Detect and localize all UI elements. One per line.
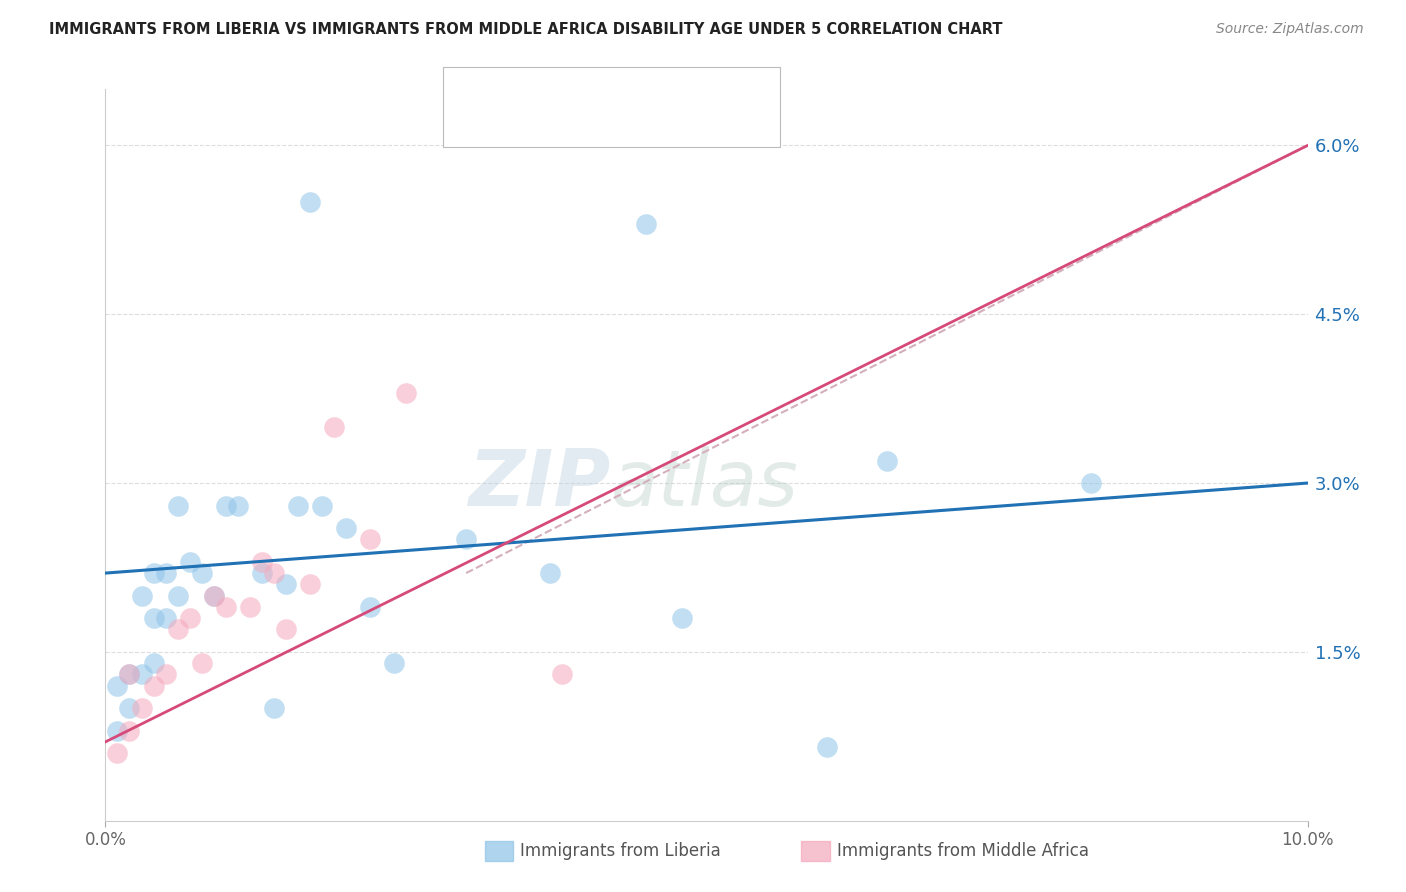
Bar	[801, 841, 830, 861]
Point	[202, 589, 225, 603]
Point	[239, 599, 262, 614]
Text: N =: N =	[591, 112, 630, 129]
Bar	[485, 841, 513, 861]
Text: R =: R =	[491, 77, 530, 95]
Point	[359, 599, 381, 614]
Text: N =: N =	[591, 77, 630, 95]
Point	[107, 723, 129, 738]
Point	[142, 611, 165, 625]
Point	[190, 656, 212, 670]
Text: Immigrants from Middle Africa: Immigrants from Middle Africa	[837, 842, 1088, 860]
Point	[131, 667, 153, 681]
Point	[179, 611, 201, 625]
Point	[179, 555, 201, 569]
Point	[359, 533, 381, 547]
Point	[876, 453, 898, 467]
Point	[155, 611, 177, 625]
Point	[107, 679, 129, 693]
Text: Immigrants from Liberia: Immigrants from Liberia	[520, 842, 721, 860]
Point	[155, 667, 177, 681]
Point	[298, 194, 321, 209]
Point	[142, 566, 165, 580]
Point	[1080, 476, 1102, 491]
Point	[226, 499, 249, 513]
Point	[311, 499, 333, 513]
Point	[166, 623, 188, 637]
Point	[118, 667, 141, 681]
Point	[118, 667, 141, 681]
Text: 34: 34	[628, 77, 654, 95]
Point	[131, 701, 153, 715]
Point	[250, 555, 273, 569]
Point	[142, 656, 165, 670]
Point	[274, 623, 297, 637]
Text: atlas: atlas	[610, 446, 799, 522]
Point	[551, 667, 574, 681]
Point	[263, 701, 285, 715]
Point	[538, 566, 561, 580]
Point	[395, 386, 418, 401]
Point	[107, 746, 129, 760]
Point	[671, 611, 693, 625]
Text: IMMIGRANTS FROM LIBERIA VS IMMIGRANTS FROM MIDDLE AFRICA DISABILITY AGE UNDER 5 : IMMIGRANTS FROM LIBERIA VS IMMIGRANTS FR…	[49, 22, 1002, 37]
Point	[131, 589, 153, 603]
Point	[263, 566, 285, 580]
Point	[214, 599, 236, 614]
Text: 0.179: 0.179	[531, 77, 588, 95]
Point	[190, 566, 212, 580]
Point	[166, 589, 188, 603]
Text: 0.528: 0.528	[531, 112, 589, 129]
Point	[298, 577, 321, 591]
Point	[287, 499, 309, 513]
Point	[214, 499, 236, 513]
Text: R =: R =	[491, 112, 530, 129]
Point	[815, 740, 838, 755]
Point	[636, 217, 658, 231]
Point	[454, 533, 477, 547]
Bar	[454, 76, 482, 101]
Point	[118, 723, 141, 738]
Point	[155, 566, 177, 580]
Text: Source: ZipAtlas.com: Source: ZipAtlas.com	[1216, 22, 1364, 37]
Point	[118, 701, 141, 715]
Point	[142, 679, 165, 693]
Point	[335, 521, 357, 535]
Point	[250, 566, 273, 580]
Point	[166, 499, 188, 513]
Text: ZIP: ZIP	[468, 446, 610, 522]
Text: 20: 20	[628, 112, 654, 129]
Point	[322, 419, 344, 434]
Point	[274, 577, 297, 591]
Point	[382, 656, 405, 670]
Bar	[454, 112, 482, 136]
Point	[202, 589, 225, 603]
